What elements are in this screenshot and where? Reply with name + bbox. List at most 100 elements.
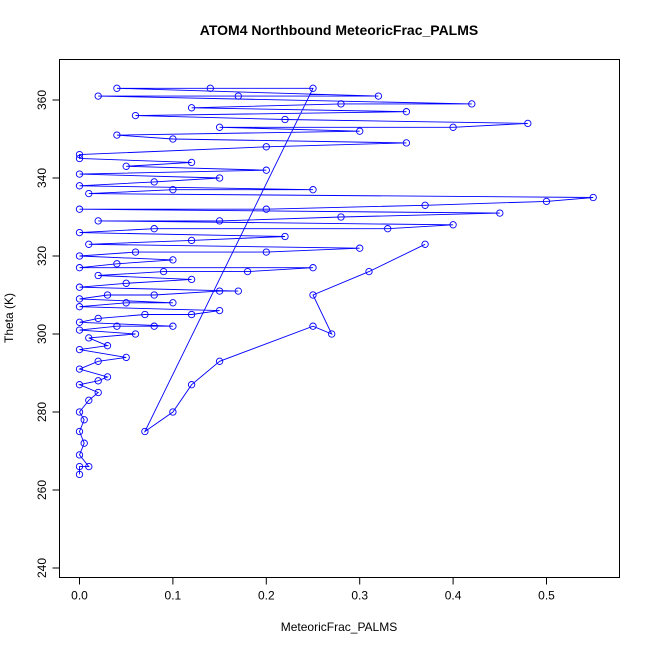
data-point (103, 373, 112, 381)
data-point (75, 451, 84, 459)
data-point (85, 396, 93, 404)
data-point (75, 381, 84, 389)
data-point (215, 217, 224, 225)
data-point (187, 275, 196, 284)
data-point (281, 232, 289, 241)
data-point (309, 322, 317, 330)
data-point (131, 248, 140, 256)
data-point (75, 470, 84, 479)
x-axis: 0.0 0.1 0.2 0.3 0.4 0.5 (71, 577, 555, 603)
data-point (309, 291, 317, 299)
data-point (281, 115, 289, 124)
data-point (150, 291, 158, 299)
series-polyline (77, 87, 594, 475)
data-point (85, 462, 93, 471)
data-point (468, 100, 476, 108)
data-point (187, 381, 196, 389)
x-axis-label: MeteoricFrac_PALMS (281, 620, 397, 634)
data-point (122, 162, 130, 170)
data-point (169, 408, 177, 416)
data-point (94, 377, 102, 385)
data-point (75, 318, 84, 326)
data-point (94, 92, 102, 100)
data-point (113, 84, 121, 92)
data-point (75, 205, 84, 213)
data-point (75, 154, 84, 163)
y-tick-label: 340 (35, 168, 49, 188)
data-point (542, 197, 551, 206)
data-point (75, 170, 84, 178)
data-point (94, 314, 102, 323)
x-tick-label: 0.1 (165, 589, 182, 603)
data-point (75, 150, 84, 159)
y-tick-label: 280 (35, 402, 49, 422)
data-point (337, 213, 345, 221)
data-point (75, 303, 84, 311)
data-point (215, 174, 224, 182)
data-point (103, 342, 112, 350)
chart-title: ATOM4 Northbound MeteoricFrac_PALMS (200, 22, 478, 38)
data-point (589, 193, 597, 202)
data-point (337, 100, 345, 108)
data-point (75, 252, 84, 260)
data-point (75, 408, 84, 416)
x-tick-label: 0.2 (258, 589, 275, 603)
data-point (94, 271, 102, 280)
y-tick-label: 360 (35, 90, 49, 110)
data-point (215, 123, 224, 131)
data-point (122, 353, 130, 362)
data-point (122, 299, 130, 307)
data-point (187, 310, 196, 319)
data-point (85, 334, 93, 342)
data-point (113, 131, 121, 139)
x-tick-label: 0.5 (538, 589, 555, 603)
data-point (94, 388, 102, 397)
data-point (262, 166, 270, 174)
data-point (356, 244, 364, 252)
data-point (141, 427, 149, 436)
data-point (75, 326, 84, 334)
data-point (402, 139, 411, 147)
y-tick-label: 320 (35, 246, 49, 266)
y-tick-label: 260 (35, 480, 49, 500)
data-point (150, 322, 158, 330)
x-tick-label: 0.4 (445, 589, 462, 603)
data-point (234, 287, 242, 295)
y-tick-label: 300 (35, 324, 49, 344)
data-point (150, 225, 158, 233)
data-point (309, 186, 317, 194)
data-point (262, 205, 270, 213)
data-point (131, 111, 140, 120)
data-point (94, 357, 102, 365)
data-point (215, 287, 224, 295)
data-point (75, 427, 84, 436)
data-point (94, 217, 102, 225)
data-point (75, 283, 84, 291)
data-point (421, 201, 429, 209)
data-point (328, 330, 336, 338)
data-point (449, 221, 457, 229)
data-point (75, 365, 84, 373)
data-point (262, 143, 270, 151)
data-point (309, 84, 317, 92)
data-point (384, 225, 392, 233)
data-point (187, 158, 196, 167)
data-point (496, 209, 504, 217)
data-point (113, 322, 121, 330)
data-point (131, 330, 140, 338)
data-point (449, 123, 457, 131)
data-point (234, 92, 242, 100)
data-point (80, 416, 88, 424)
series-line (77, 87, 594, 475)
data-point (365, 267, 373, 276)
data-point (75, 345, 84, 354)
data-point (524, 119, 532, 128)
data-point (159, 267, 168, 276)
x-tick-label: 0.3 (351, 589, 368, 603)
data-point (187, 236, 196, 245)
data-point (75, 264, 84, 272)
y-tick-label: 240 (35, 558, 49, 578)
x-tick-label: 0.0 (71, 589, 88, 603)
data-point (309, 264, 317, 272)
data-point (421, 240, 429, 248)
